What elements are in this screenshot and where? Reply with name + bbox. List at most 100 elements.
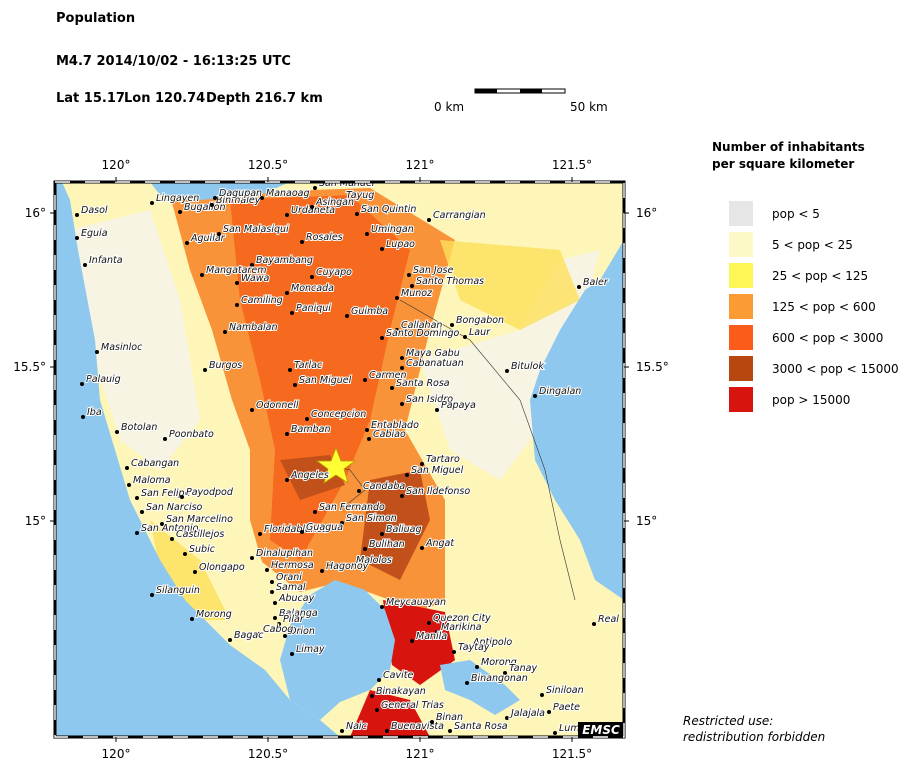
city-label: Bagac — [234, 630, 264, 641]
city-label: Bulihan — [369, 539, 405, 550]
city-dot — [577, 285, 581, 289]
city-label: Cuyapo — [316, 267, 352, 278]
city-label: Laur — [469, 327, 491, 338]
city-dot — [273, 616, 277, 620]
city-dot — [277, 622, 281, 626]
city-label: Lingayen — [156, 193, 199, 204]
city-label: Carrangian — [433, 210, 486, 221]
city-dot — [467, 645, 471, 649]
city-label: Baliuag — [386, 524, 422, 535]
city-dot — [178, 210, 182, 214]
city-dot — [400, 402, 404, 406]
city-dot — [547, 710, 551, 714]
city-label: Tanay — [509, 663, 537, 674]
city-dot — [380, 247, 384, 251]
event: M4.7 2014/10/02 - 16:13:25 UTC — [56, 54, 291, 69]
city-dot — [185, 241, 189, 245]
city-dot — [365, 428, 369, 432]
city-label: Binakayan — [376, 686, 426, 697]
city-label: Balanga — [279, 608, 318, 619]
city-label: Camiling — [241, 295, 283, 306]
city-dot — [380, 336, 384, 340]
city-label: Candaba — [363, 481, 405, 492]
city-dot — [400, 366, 404, 370]
title: Population — [56, 11, 135, 26]
legend-label: 125 < pop < 600 — [772, 300, 876, 314]
city-label: Bamban — [291, 424, 330, 435]
city-dot — [203, 368, 207, 372]
city-dot — [285, 432, 289, 436]
city-label: Olongapo — [199, 562, 245, 573]
city-label: Concepcion — [311, 409, 366, 420]
city-label: Munoz — [401, 288, 433, 299]
city-label: Binangonan — [471, 673, 528, 684]
lon-tick-label: 121° — [406, 747, 435, 761]
city-label: Asingan — [315, 197, 354, 208]
city-label: Urdaneta — [291, 205, 335, 216]
lat-tick-label: 15.5° — [13, 360, 46, 374]
city-label: Maya Gabu — [406, 348, 460, 359]
city-dot — [405, 473, 409, 477]
legend-swatch — [729, 232, 753, 257]
city-label: Hermosa — [271, 560, 314, 571]
city-dot — [400, 356, 404, 360]
city-label: Jalajala — [509, 708, 545, 719]
city-dot — [553, 731, 557, 735]
city-dot — [170, 537, 174, 541]
city-label: Bitulok — [511, 361, 544, 372]
city-dot — [217, 232, 221, 236]
city-dot — [505, 369, 509, 373]
scale-end: 50 km — [570, 100, 608, 114]
city-label: Meycauayan — [386, 597, 446, 608]
city-label: Payodpod — [186, 487, 234, 498]
city-label: Santo Thomas — [416, 276, 484, 287]
city-dot — [140, 510, 144, 514]
city-label: Callahan — [401, 320, 442, 331]
city-dot — [385, 729, 389, 733]
city-dot — [503, 671, 507, 675]
city-label: Cabangan — [131, 458, 179, 469]
city-label: Santa Rosa — [396, 378, 450, 389]
city-label: Maloma — [133, 475, 171, 486]
city-dot — [313, 186, 317, 190]
city-label: Paete — [553, 702, 580, 713]
lon-tick-label: 121.5° — [552, 747, 592, 761]
city-dot — [75, 236, 79, 240]
city-label: Manaoag — [266, 188, 310, 199]
city-dot — [235, 281, 239, 285]
city-dot — [463, 335, 467, 339]
city-label: Quezon City — [433, 613, 491, 624]
city-label: Malolos — [356, 555, 392, 566]
city-label: San Antonio — [141, 523, 199, 534]
frame-dash — [54, 181, 625, 738]
city-label: Botolan — [121, 422, 157, 433]
city-label: Dagupan — [219, 188, 262, 199]
city-dot — [285, 291, 289, 295]
city-dot — [75, 213, 79, 217]
city-label: Angeles — [290, 470, 329, 481]
city-dot — [193, 570, 197, 574]
city-dot — [435, 408, 439, 412]
city-label: Siniloan — [546, 685, 584, 696]
city-dot — [540, 693, 544, 697]
city-dot — [410, 284, 414, 288]
city-label: Samal — [276, 582, 306, 593]
legend-title: per square kilometer — [712, 157, 854, 171]
city-dot — [380, 605, 384, 609]
city-dot — [533, 394, 537, 398]
city-label: Bongabon — [456, 315, 504, 326]
city-dot — [183, 552, 187, 556]
city-label: Dingalan — [539, 386, 581, 397]
city-label: Lupao — [386, 239, 415, 250]
legend-swatch — [729, 201, 753, 226]
city-label: Guimba — [351, 306, 388, 317]
city-dot — [150, 201, 154, 205]
legend-swatch — [729, 387, 753, 412]
city-dot — [83, 263, 87, 267]
legend-swatch — [729, 356, 753, 381]
city-label: San Manuel — [319, 178, 375, 189]
lat: Lat 15.17 — [56, 91, 125, 106]
city-label: Manila — [416, 631, 447, 642]
lat-tick-label: 15° — [25, 514, 46, 528]
